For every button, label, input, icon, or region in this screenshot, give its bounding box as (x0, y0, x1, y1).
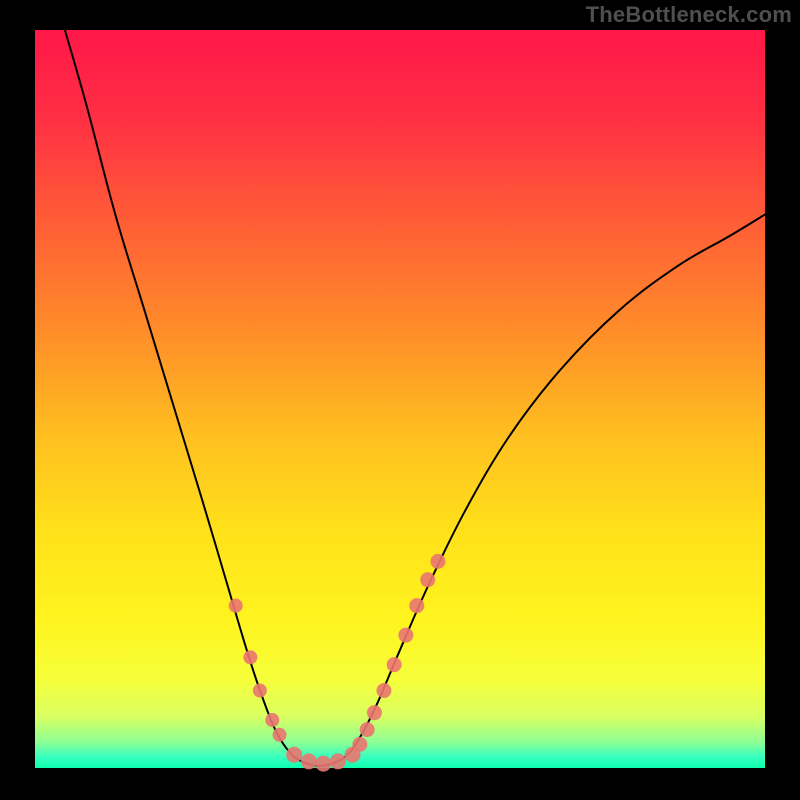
data-marker (398, 628, 413, 643)
plot-background (35, 30, 765, 768)
data-marker (273, 728, 287, 742)
data-marker (367, 705, 382, 720)
data-marker (352, 737, 367, 752)
stage: TheBottleneck.com (0, 0, 800, 800)
data-marker (360, 722, 375, 737)
data-marker (430, 554, 445, 569)
data-marker (265, 713, 279, 727)
data-marker (387, 657, 402, 672)
data-marker (409, 598, 424, 613)
data-marker (420, 572, 435, 587)
data-marker (330, 753, 346, 769)
data-marker (229, 599, 243, 613)
data-marker (376, 683, 391, 698)
bottleneck-chart (0, 0, 800, 800)
data-marker (286, 747, 302, 763)
data-marker (253, 684, 267, 698)
data-marker (315, 756, 331, 772)
data-marker (301, 753, 317, 769)
data-marker (243, 650, 257, 664)
